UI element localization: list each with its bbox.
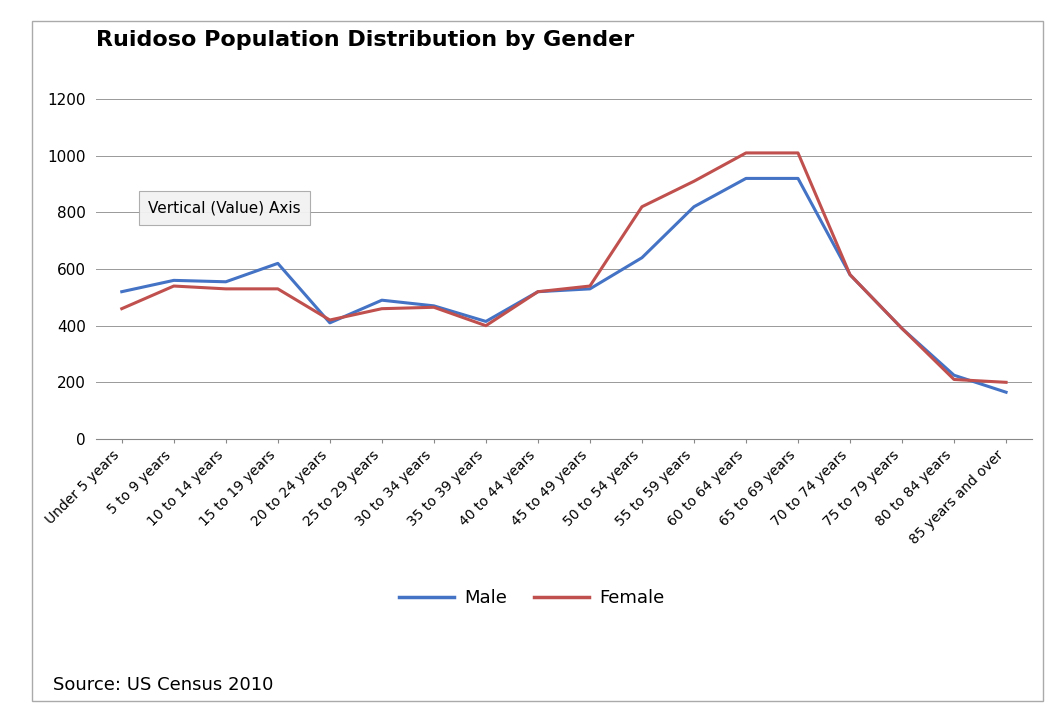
- Male: [115, 287, 128, 296]
- Female: [896, 324, 909, 333]
- Male: [323, 319, 336, 327]
- Female: [376, 304, 388, 313]
- Female: [635, 202, 648, 211]
- Female: [687, 177, 700, 185]
- Male: [167, 276, 180, 285]
- Text: Vertical (Value) Axis: Vertical (Value) Axis: [148, 200, 300, 215]
- Male: [792, 174, 804, 183]
- Line: Female: Female: [121, 153, 1007, 382]
- Legend: Male, Female: Male, Female: [399, 589, 665, 607]
- Female: [323, 316, 336, 324]
- Male: [271, 259, 284, 268]
- Female: [1000, 378, 1013, 387]
- Female: [948, 375, 961, 384]
- Female: [428, 303, 440, 312]
- Female: [271, 285, 284, 293]
- Male: [583, 285, 596, 293]
- Text: Source: US Census 2010: Source: US Census 2010: [53, 676, 273, 694]
- Male: [480, 317, 493, 326]
- Text: Ruidoso Population Distribution by Gender: Ruidoso Population Distribution by Gende…: [96, 30, 634, 50]
- Male: [428, 302, 440, 310]
- Male: [1000, 388, 1013, 396]
- Male: [948, 371, 961, 379]
- Female: [532, 287, 545, 296]
- Male: [739, 174, 752, 183]
- Female: [480, 321, 493, 330]
- Female: [583, 282, 596, 290]
- Male: [376, 296, 388, 304]
- Female: [219, 285, 232, 293]
- Male: [532, 287, 545, 296]
- Female: [739, 149, 752, 157]
- Female: [115, 304, 128, 313]
- Male: [219, 278, 232, 286]
- Line: Male: Male: [121, 178, 1007, 392]
- Male: [896, 324, 909, 333]
- Male: [687, 202, 700, 211]
- Male: [844, 270, 857, 279]
- Female: [844, 270, 857, 279]
- Female: [167, 282, 180, 290]
- Male: [635, 253, 648, 262]
- Female: [792, 149, 804, 157]
